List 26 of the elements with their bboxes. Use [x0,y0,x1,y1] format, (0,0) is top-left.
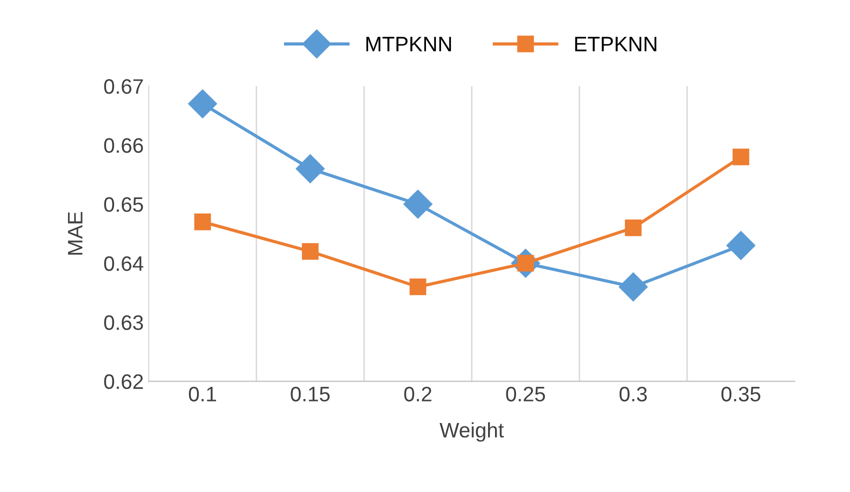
y-tick-label: 0.65 [104,197,144,212]
x-tick-label: 0.3 [620,386,647,402]
point [726,231,756,260]
x-tick-label: 0.1 [188,386,216,402]
point [302,243,319,260]
point [296,154,325,184]
point [403,190,432,219]
legend-label: ETPKNN [575,36,656,52]
x-axis-title: Weight [440,422,504,442]
x-tick-label: 0.15 [290,386,330,402]
legend-label: MTPKNN [366,36,451,52]
x-tick-label: 0.35 [721,386,760,402]
y-tick-label: 0.64 [104,256,144,271]
x-tick-label: 0.2 [404,386,432,402]
y-axis-title: MAE [68,212,82,255]
y-tick-label: 0.62 [104,374,143,390]
x-tick-label: 0.25 [506,386,545,402]
y-tick-label: 0.63 [104,315,143,330]
y-tick-label: 0.67 [104,79,143,94]
point [194,214,211,230]
point [188,89,218,118]
point [624,219,642,236]
point [410,278,426,296]
point [732,148,750,166]
point [618,272,648,302]
y-tick-label: 0.66 [104,138,143,153]
